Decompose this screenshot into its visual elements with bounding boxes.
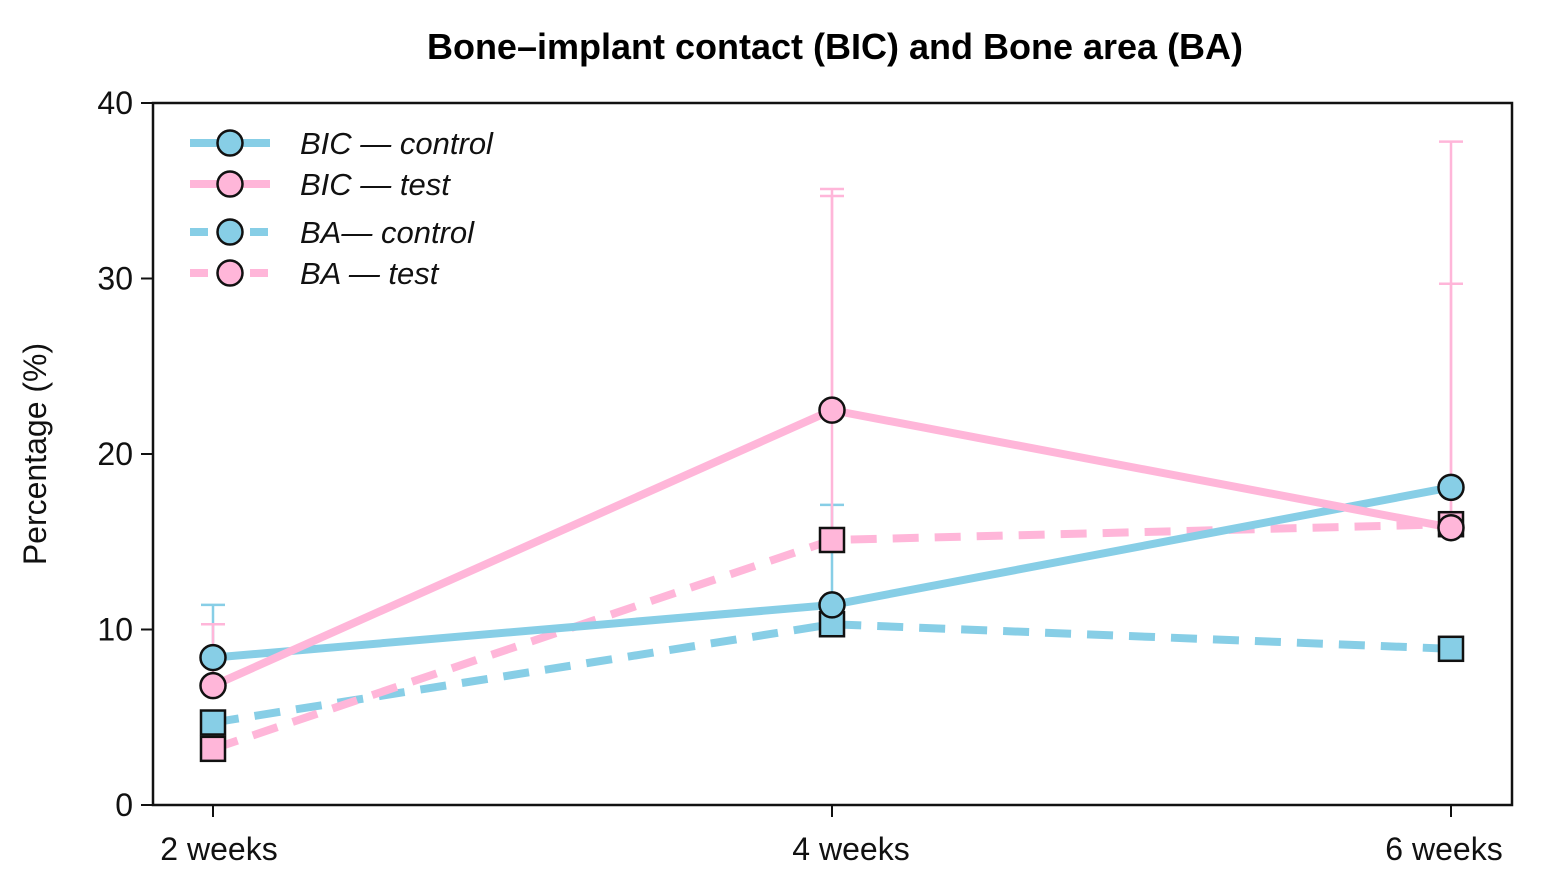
data-point bbox=[1437, 473, 1465, 502]
x-axis: 2 weeks 4 weeks 6 weeks bbox=[160, 805, 1503, 867]
legend-item: BA — test bbox=[190, 256, 440, 291]
legend-label: BA — test bbox=[300, 256, 440, 291]
legend-marker bbox=[216, 170, 244, 198]
legend: BIC — control BIC — test BA— control BA — t… bbox=[190, 126, 494, 291]
data-point bbox=[818, 610, 846, 638]
legend-marker bbox=[216, 218, 244, 246]
error-bars bbox=[201, 140, 1463, 686]
legend-marker bbox=[216, 129, 244, 157]
data-point bbox=[818, 396, 846, 424]
data-point bbox=[1437, 513, 1465, 542]
x-tick-label: 6 weeks bbox=[1385, 831, 1502, 867]
x-tick-label: 4 weeks bbox=[792, 831, 909, 867]
y-axis: 0 10 20 30 40 bbox=[97, 85, 153, 823]
y-tick-label: 40 bbox=[97, 85, 133, 121]
y-tick-label: 20 bbox=[97, 436, 133, 472]
data-point bbox=[199, 735, 227, 763]
chart-title: Bone–implant contact (BIC) and Bone area… bbox=[427, 26, 1243, 67]
legend-item: BIC — test bbox=[190, 167, 451, 202]
legend-marker bbox=[216, 259, 244, 287]
legend-label: BIC — test bbox=[300, 167, 451, 202]
data-point bbox=[818, 526, 846, 554]
legend-item: BIC — control bbox=[190, 126, 494, 161]
legend-label: BIC — control bbox=[300, 126, 494, 161]
data-point bbox=[199, 671, 227, 700]
data-point bbox=[818, 591, 846, 619]
data-markers bbox=[199, 396, 1465, 763]
y-axis-label: Percentage (%) bbox=[17, 343, 53, 565]
legend-item: BA— control bbox=[190, 215, 475, 250]
data-point bbox=[1437, 635, 1465, 663]
legend-label: BA— control bbox=[300, 215, 475, 250]
data-point bbox=[199, 643, 227, 672]
data-point bbox=[199, 709, 227, 736]
x-tick-label: 2 weeks bbox=[160, 831, 277, 867]
y-tick-label: 10 bbox=[97, 612, 133, 648]
y-tick-label: 0 bbox=[115, 787, 133, 823]
y-tick-label: 30 bbox=[97, 261, 133, 297]
